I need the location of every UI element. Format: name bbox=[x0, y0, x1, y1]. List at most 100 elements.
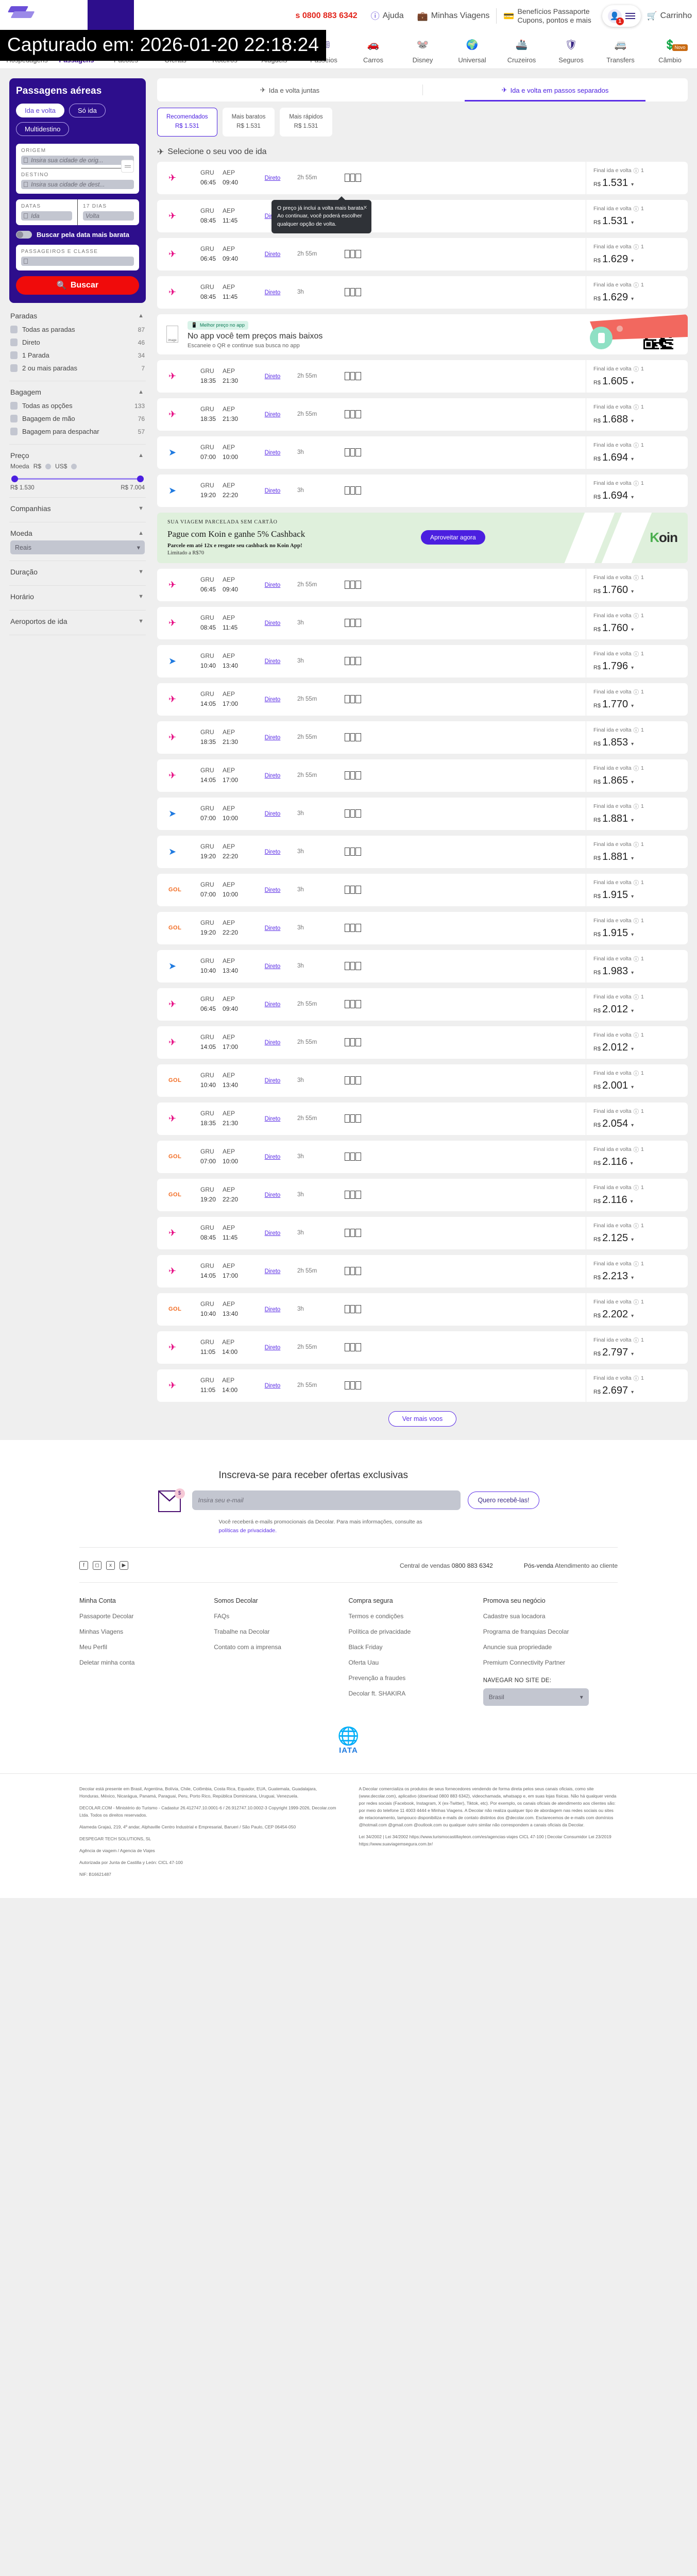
chevron-up-icon[interactable]: ▲ bbox=[138, 389, 144, 395]
chevron-down-icon[interactable]: ▾ bbox=[631, 1046, 634, 1052]
chevron-down-icon[interactable]: ▾ bbox=[631, 1008, 634, 1014]
price-range-slider[interactable] bbox=[11, 474, 144, 483]
footer-link[interactable]: Termos e condições bbox=[348, 1613, 404, 1620]
stops-link[interactable]: Direto bbox=[264, 1154, 281, 1161]
privacy-policy-link[interactable]: políticas de privacidade. bbox=[218, 1528, 277, 1534]
stops-link[interactable]: Direto bbox=[264, 1116, 281, 1123]
info-icon[interactable]: ⓘ bbox=[633, 1299, 639, 1306]
sales-phone[interactable]: 0800 883 6342 bbox=[451, 1562, 493, 1569]
chevron-down-icon[interactable]: ▾ bbox=[631, 1313, 634, 1319]
flight-card[interactable]: GOL GRU 10:40 AEP 13:40 Direto 3h Final id… bbox=[157, 1293, 688, 1326]
passengers-input[interactable] bbox=[21, 257, 134, 266]
info-icon[interactable]: ⓘ bbox=[633, 1070, 639, 1077]
nav-item-transfers[interactable]: 🚐 Transfers bbox=[596, 36, 645, 65]
stops-link[interactable]: Direto bbox=[264, 175, 281, 182]
chevron-down-icon[interactable]: ▾ bbox=[631, 703, 634, 709]
footer-link[interactable]: Contato com a imprensa bbox=[214, 1643, 281, 1651]
info-icon[interactable]: ⓘ bbox=[633, 1146, 639, 1153]
checkbox[interactable] bbox=[10, 364, 18, 372]
slider-knob-max[interactable] bbox=[137, 476, 144, 482]
flight-card[interactable]: ✈ GRU 06:45 AEP 09:40 Direto 2h 55m Final … bbox=[157, 988, 688, 1021]
flight-card[interactable]: ✈ GRU 14:05 AEP 17:00 Direto 2h 55m Final … bbox=[157, 683, 688, 716]
filter-row[interactable]: Todas as opções 133 bbox=[10, 399, 145, 412]
cheapest-date-toggle[interactable]: Buscar pela data mais barata bbox=[16, 231, 139, 239]
info-icon[interactable]: ⓘ bbox=[633, 480, 639, 487]
slider-knob-min[interactable] bbox=[11, 476, 18, 482]
info-icon[interactable]: ⓘ bbox=[633, 651, 639, 657]
flight-card[interactable]: GOL GRU 07:00 AEP 10:00 Direto 3h Final id… bbox=[157, 1140, 688, 1173]
flight-card[interactable]: GOL GRU 19:20 AEP 22:20 Direto 3h Final id… bbox=[157, 1178, 688, 1211]
stops-link[interactable]: Direto bbox=[264, 1345, 281, 1351]
sort-mais-baratos[interactable]: Mais baratos R$ 1.531 bbox=[222, 108, 275, 137]
info-icon[interactable]: ⓘ bbox=[633, 765, 639, 772]
stops-link[interactable]: Direto bbox=[264, 412, 281, 418]
return-date-field[interactable]: 17 DIAS Volta bbox=[77, 199, 139, 225]
stops-link[interactable]: Direto bbox=[264, 887, 281, 894]
flight-card[interactable]: ✈ GRU 11:05 AEP 14:00 Direto 2h 55m Final … bbox=[157, 1331, 688, 1364]
info-icon[interactable]: ⓘ bbox=[633, 994, 639, 1001]
koin-cta-button[interactable]: Aproveitar agora bbox=[421, 530, 485, 545]
checkbox[interactable] bbox=[10, 326, 18, 333]
stops-link[interactable]: Direto bbox=[264, 849, 281, 856]
footer-link[interactable]: Política de privacidade bbox=[348, 1628, 411, 1636]
stops-link[interactable]: Direto bbox=[264, 1383, 281, 1389]
help-link[interactable]: ⓘ Ajuda bbox=[364, 6, 411, 26]
stops-link[interactable]: Direto bbox=[264, 925, 281, 932]
stops-link[interactable]: Direto bbox=[264, 1230, 281, 1237]
info-icon[interactable]: ⓘ bbox=[633, 1223, 639, 1229]
info-icon[interactable]: ⓘ bbox=[633, 442, 639, 449]
currency-radio-group[interactable]: Moeda R$ US$ bbox=[10, 463, 145, 470]
site-select[interactable]: Brasil ▾ bbox=[483, 1688, 589, 1706]
toggle-switch[interactable] bbox=[16, 231, 32, 239]
facebook-icon[interactable]: f bbox=[79, 1561, 88, 1570]
flight-card[interactable]: ➤ GRU 10:40 AEP 13:40 Direto 3h Final ida … bbox=[157, 950, 688, 982]
flight-card[interactable]: ✈ GRU 06:45 AEP 09:40 Direto 2h 55m Final … bbox=[157, 568, 688, 601]
flight-card[interactable]: ✈ GRU 18:35 AEP 21:30 Direto 2h 55m Final … bbox=[157, 360, 688, 393]
chevron-up-icon[interactable]: ▲ bbox=[138, 452, 144, 459]
footer-link[interactable]: Meu Perfil bbox=[79, 1643, 108, 1651]
checkbox[interactable] bbox=[10, 351, 18, 359]
checkbox[interactable] bbox=[10, 415, 18, 422]
footer-link[interactable]: Programa de franquias Decolar bbox=[483, 1628, 569, 1636]
tab-together[interactable]: ✈ Ida e volta juntas bbox=[157, 78, 422, 101]
stops-link[interactable]: Direto bbox=[264, 251, 281, 258]
chevron-down-icon[interactable]: ▾ bbox=[631, 1389, 634, 1395]
chevron-down-icon[interactable]: ▼ bbox=[138, 569, 144, 575]
info-icon[interactable]: ⓘ bbox=[633, 366, 639, 372]
currency-select[interactable]: Reais ▾ bbox=[10, 540, 145, 554]
chevron-down-icon[interactable]: ▾ bbox=[631, 1122, 634, 1128]
checkbox[interactable] bbox=[10, 338, 18, 346]
filter-row[interactable]: Todas as paradas 87 bbox=[10, 323, 145, 336]
nav-item-cruzeiros[interactable]: 🚢 Cruzeiros bbox=[497, 36, 547, 65]
youtube-icon[interactable]: ▶ bbox=[120, 1561, 128, 1570]
info-icon[interactable]: ⓘ bbox=[633, 956, 639, 962]
chevron-down-icon[interactable]: ▾ bbox=[631, 1351, 634, 1357]
flight-card[interactable]: ➤ GRU 07:00 AEP 10:00 Direto 3h Final ida … bbox=[157, 797, 688, 830]
stops-link[interactable]: Direto bbox=[264, 1040, 281, 1046]
twitter-icon[interactable]: x bbox=[106, 1561, 115, 1570]
checkbox[interactable] bbox=[10, 428, 18, 435]
trip-type-só-ida[interactable]: Só ida bbox=[69, 104, 106, 117]
info-icon[interactable]: ⓘ bbox=[633, 1184, 639, 1191]
chevron-up-icon[interactable]: ▲ bbox=[138, 313, 144, 319]
trip-type-multidestino[interactable]: Multidestino bbox=[16, 122, 70, 136]
flight-card[interactable]: ✈ GRU 18:35 AEP 21:30 Direto 2h 55m Final … bbox=[157, 398, 688, 431]
chevron-down-icon[interactable]: ▾ bbox=[631, 1275, 634, 1281]
chevron-down-icon[interactable]: ▾ bbox=[631, 588, 634, 595]
trip-type-ida-e-volta[interactable]: Ida e volta bbox=[16, 104, 64, 117]
info-icon[interactable]: ⓘ bbox=[633, 1108, 639, 1115]
instagram-icon[interactable]: ◻ bbox=[93, 1561, 101, 1570]
account-menu-button[interactable]: 👤 1 bbox=[602, 5, 641, 27]
chevron-down-icon[interactable]: ▾ bbox=[631, 665, 634, 671]
footer-link[interactable]: Oferta Uau bbox=[348, 1659, 379, 1667]
flight-card[interactable]: ✈ GRU 06:45 AEP 09:40 Direto 2h 55m Final … bbox=[157, 161, 688, 233]
nav-item-universal[interactable]: 🌍 Universal bbox=[448, 36, 497, 65]
footer-link[interactable]: Anuncie sua propriedade bbox=[483, 1643, 552, 1651]
chevron-down-icon[interactable]: ▾ bbox=[631, 296, 634, 302]
info-icon[interactable]: ⓘ bbox=[633, 574, 639, 581]
header-phone[interactable]: s 0800 883 6342 bbox=[289, 6, 364, 26]
stops-link[interactable]: Direto bbox=[264, 1268, 281, 1275]
